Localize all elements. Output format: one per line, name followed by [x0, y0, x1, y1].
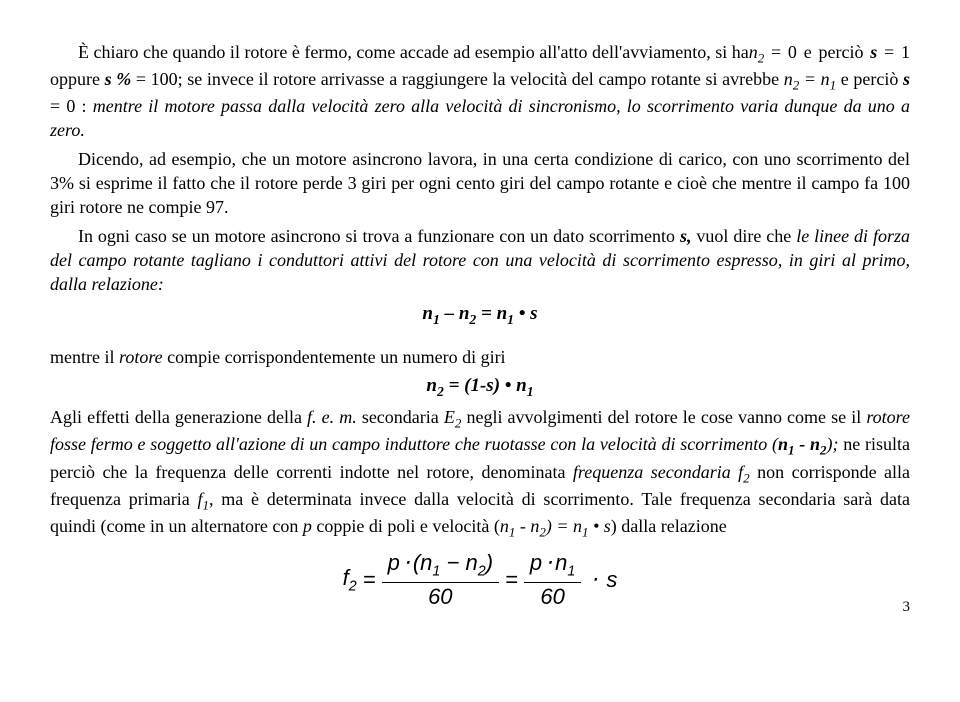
- p5p: -: [515, 516, 530, 536]
- p1b: = 0 e perciò: [764, 42, 870, 62]
- f1-minus: –: [440, 303, 459, 324]
- p4a: mentre il: [50, 347, 119, 367]
- ff-num2: p⋅n1: [524, 551, 581, 583]
- p1e: e perciò: [836, 69, 903, 89]
- p5r: •: [588, 516, 603, 536]
- p5-n2: n2: [810, 434, 827, 454]
- p5b: f. e. m.: [307, 407, 357, 427]
- f2-eq: =: [444, 375, 464, 396]
- p1g: mentre il motore passa dalla velocità ze…: [50, 96, 910, 140]
- n2: n2: [749, 42, 764, 62]
- ff-num1: p⋅(n1 − n2): [382, 551, 499, 583]
- p5e: negli avvolgimenti del rotore le cose va…: [461, 407, 866, 427]
- paragraph-2: Dicendo, ad esempio, che un motore asinc…: [50, 147, 910, 220]
- spct: s %: [105, 69, 132, 89]
- p1d: = 100; se invece il rotore arrivasse a r…: [131, 69, 784, 89]
- p5c: secondaria: [357, 407, 444, 427]
- p1f: = 0 :: [50, 96, 93, 116]
- paragraph-4: mentre il rotore compie corrispondenteme…: [50, 345, 910, 369]
- formula-1: n1 – n2 = n1 • s: [50, 301, 910, 329]
- paragraph-1: È chiaro che quando il rotore è fermo, c…: [50, 40, 910, 143]
- p3a: In ogni caso se un motore asincrono si t…: [78, 226, 680, 246]
- ff-eq2: =: [505, 565, 518, 595]
- paragraph-5: Agli effetti della generazione della f. …: [50, 405, 910, 540]
- f2-n2: n2: [426, 375, 443, 396]
- paragraph-3: In ogni caso se un motore asincrono si t…: [50, 224, 910, 297]
- p5-n1: n1: [778, 434, 795, 454]
- p5l: f1: [197, 489, 209, 509]
- s2: s: [903, 69, 910, 89]
- p1-line: È chiaro che quando il rotore è fermo, c…: [50, 40, 749, 64]
- p4c: compie corrispondentemente un numero di …: [163, 347, 506, 367]
- f2-par: (1-s) •: [464, 375, 516, 396]
- p5-n1b: n1: [500, 516, 515, 536]
- p5g: -: [795, 434, 811, 454]
- p5h: );: [827, 434, 839, 454]
- p5o: coppie di poli e velocità (: [312, 516, 500, 536]
- p4b: rotore: [119, 347, 163, 367]
- f1-n2: n2: [459, 303, 476, 324]
- f1-rn1: n1: [497, 303, 514, 324]
- p5a: Agli effetti della generazione della: [50, 407, 307, 427]
- eq1: =: [799, 69, 820, 89]
- s3: s,: [680, 226, 692, 246]
- f1-eq: =: [476, 303, 496, 324]
- ff-dot: ⋅: [587, 565, 600, 595]
- p5s: s: [604, 516, 611, 536]
- page-number: 3: [50, 597, 910, 617]
- p5d: E2: [444, 407, 461, 427]
- ff-f2: f2: [343, 563, 357, 597]
- p5j: frequenza secondaria f2: [573, 462, 750, 482]
- p5-n2b: n2: [530, 516, 545, 536]
- n1b: n1: [821, 69, 836, 89]
- p5t: ) dalla relazione: [611, 516, 727, 536]
- f1-n1: n1: [422, 303, 439, 324]
- p5n: p: [303, 516, 312, 536]
- p3b: vuol dire che: [691, 226, 796, 246]
- p5q: ) =: [546, 516, 573, 536]
- ff-s: s: [606, 565, 617, 595]
- f1-s: s: [530, 303, 537, 324]
- ff-eq1: =: [363, 565, 376, 595]
- formula-2: n2 = (1-s) • n1: [50, 373, 910, 401]
- f2-n1: n1: [516, 375, 533, 396]
- n2b: n2: [784, 69, 799, 89]
- p5-n1c: n1: [573, 516, 588, 536]
- f1-dot: •: [514, 303, 530, 324]
